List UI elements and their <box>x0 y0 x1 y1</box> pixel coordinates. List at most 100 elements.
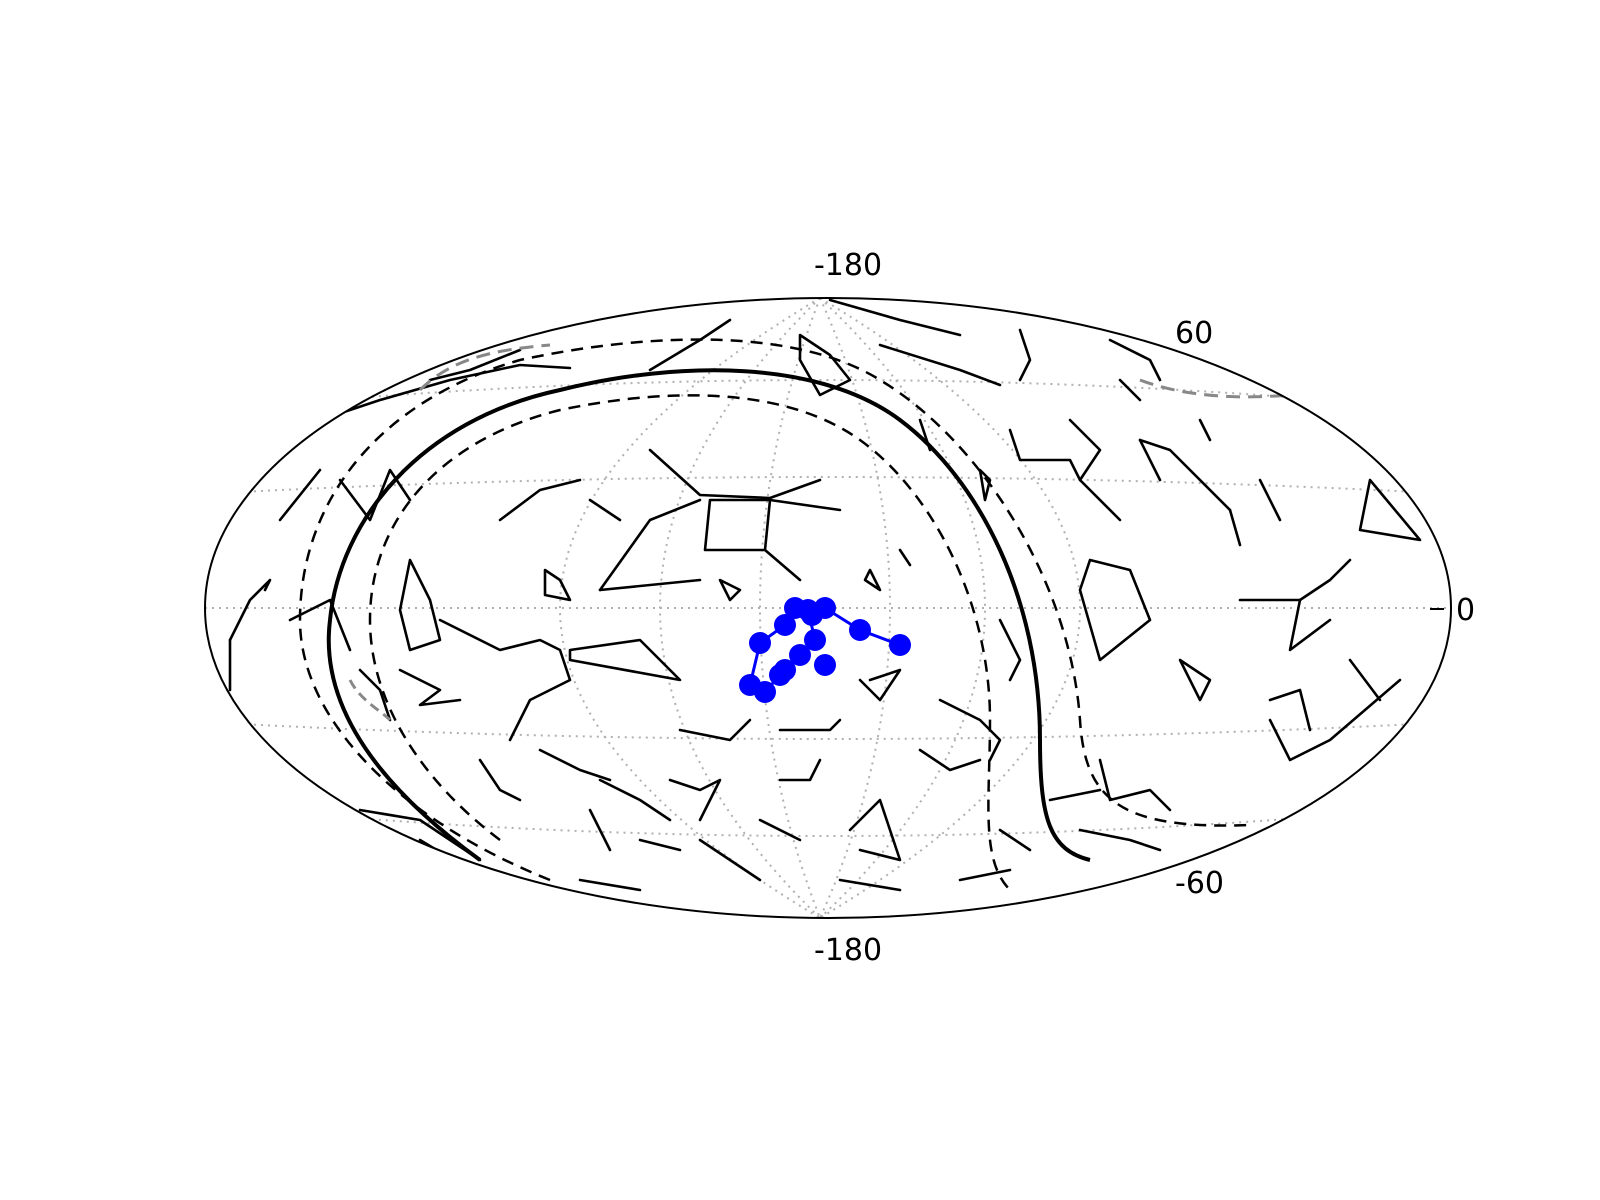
highlight-constellation <box>739 597 911 703</box>
lon-label-bottom: -180 <box>814 933 882 968</box>
constellation-segment <box>1008 428 1082 482</box>
star-marker <box>789 644 811 666</box>
constellation-segment <box>1288 598 1332 652</box>
graticule-lat-30s <box>239 723 1417 740</box>
star-marker <box>754 681 776 703</box>
constellation-segment <box>598 778 672 822</box>
constellation-segment <box>1268 688 1312 732</box>
constellation-segment <box>543 568 572 602</box>
star-marker <box>804 629 826 651</box>
constellation-segment <box>1238 558 1352 602</box>
constellation-segment <box>1138 438 1162 482</box>
constellation-segment <box>1118 378 1142 402</box>
constellation-segment <box>1018 328 1032 382</box>
constellation-lines <box>228 298 1422 892</box>
constellation-segment <box>958 868 1012 882</box>
star-marker <box>749 632 771 654</box>
constellation-segment <box>1228 508 1242 547</box>
gray-dashed-arc-north <box>418 343 551 392</box>
constellation-segment <box>1348 658 1382 702</box>
constellation-segment <box>998 828 1032 852</box>
constellation-segment <box>1198 418 1212 442</box>
constellation-segment <box>763 548 802 582</box>
solid-great-circle <box>326 368 1091 862</box>
constellation-segment <box>588 498 622 522</box>
constellation-segment <box>1138 438 1232 512</box>
graticule-lon-1 <box>759 298 821 918</box>
constellation-segment <box>278 468 322 522</box>
constellation-segment <box>778 718 842 732</box>
constellation-segment <box>438 618 572 742</box>
graticule-lon-2 <box>819 298 891 918</box>
constellation-segment <box>1078 828 1162 852</box>
constellation-segment <box>718 578 742 602</box>
star-marker <box>814 654 836 676</box>
graticule-lat-30n <box>239 476 1417 493</box>
constellation-segment <box>578 878 642 892</box>
gray-dashed-arc-northeast <box>1139 378 1291 399</box>
star-marker <box>849 619 871 641</box>
constellation-segment <box>878 343 1002 387</box>
constellation-segment <box>1078 558 1152 662</box>
constellation-segment <box>1358 478 1422 542</box>
constellation-segment <box>918 748 982 772</box>
constellation-segment <box>863 568 882 592</box>
constellation-segment <box>858 668 902 702</box>
graticule-lon-3 <box>659 298 821 918</box>
constellation-segment <box>768 498 842 512</box>
constellation-segment <box>1178 658 1212 702</box>
constellation-segment <box>978 468 992 502</box>
constellation-segment <box>1098 758 1172 812</box>
constellation-segment <box>758 818 802 842</box>
dashed-inner-band <box>368 394 1011 891</box>
constellation-segment <box>778 758 822 782</box>
map-outline <box>204 297 1452 919</box>
lat-label-north: 60 <box>1175 316 1213 351</box>
graticule-lat-60n <box>329 379 1327 401</box>
constellation-segment <box>588 808 612 852</box>
constellation-segment <box>1048 788 1102 802</box>
constellation-segment <box>598 498 702 592</box>
constellation-segment <box>398 558 442 652</box>
constellation-segment <box>998 618 1022 682</box>
constellation-segment <box>1258 478 1282 522</box>
constellation-segment <box>1268 678 1402 762</box>
star-marker <box>889 634 911 656</box>
star-marker <box>769 664 791 686</box>
constellation-segment <box>898 548 912 567</box>
constellation-segment <box>288 598 352 652</box>
constellation-segment <box>678 718 752 742</box>
graticule-lat-60s <box>329 815 1327 837</box>
constellation-segment <box>698 838 762 882</box>
constellation-segment <box>318 363 572 422</box>
lat-label-equator: 0 <box>1456 593 1475 628</box>
constellation-segment <box>538 748 612 782</box>
overlay-curves <box>298 338 1291 891</box>
constellation-segment <box>358 668 392 722</box>
constellation-segment <box>428 348 522 382</box>
constellation-segment <box>668 778 722 822</box>
constellation-segment <box>1108 338 1162 382</box>
lon-label-top: -180 <box>814 248 882 283</box>
constellation-segment <box>648 448 822 500</box>
star-marker <box>774 614 796 636</box>
constellation-segment <box>568 638 682 682</box>
constellation-segment <box>848 798 902 862</box>
constellation-segment <box>1068 418 1122 522</box>
lat-label-south: -60 <box>1175 866 1224 901</box>
constellation-segment <box>228 578 272 642</box>
constellation-segment <box>598 578 702 592</box>
constellation-segment <box>498 478 582 522</box>
constellation-segment <box>838 878 902 892</box>
constellation-segment <box>828 298 962 337</box>
constellation-segment <box>638 838 682 852</box>
constellation-segment <box>398 668 462 707</box>
graticule-lon-5 <box>559 298 821 918</box>
constellation-segment <box>478 758 522 802</box>
graticule-lon-6 <box>819 298 1081 918</box>
gray-dashed-arc-west <box>348 679 392 722</box>
dashed-outer-band <box>298 338 1251 882</box>
graticule-lon-4 <box>819 298 986 918</box>
star-marker <box>801 604 823 626</box>
